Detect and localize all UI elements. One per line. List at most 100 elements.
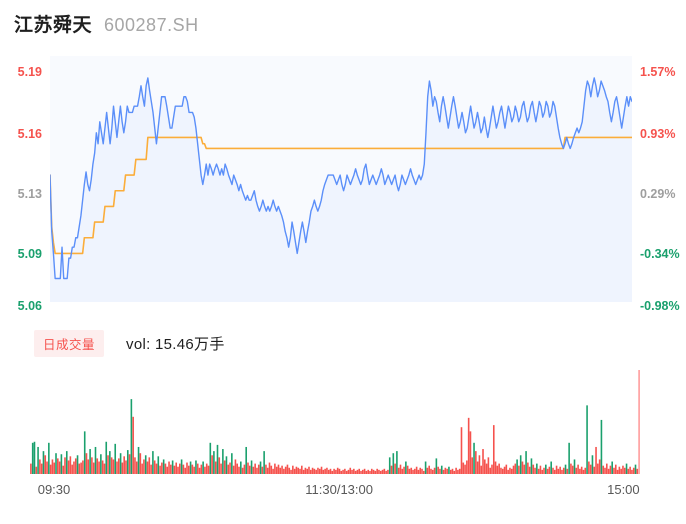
volume-bar <box>333 468 335 474</box>
volume-bar <box>589 464 592 474</box>
volume-bar <box>609 465 612 474</box>
volume-bar <box>545 464 547 474</box>
volume-bar <box>561 469 563 474</box>
volume-bar <box>179 463 181 474</box>
volume-bar <box>620 468 622 474</box>
volume-bar <box>480 465 483 474</box>
volume-bar <box>518 465 520 474</box>
volume-bar <box>539 465 542 474</box>
volume-bar <box>591 455 594 474</box>
volume-bar <box>484 459 486 474</box>
volume-bar <box>442 469 445 474</box>
volume-bar <box>196 463 199 474</box>
volume-bar <box>489 467 491 474</box>
volume-bar <box>175 462 178 474</box>
volume-bar <box>241 467 244 474</box>
volume-bar <box>76 455 79 474</box>
volume-bar <box>387 469 389 474</box>
volume-bar <box>256 467 258 474</box>
volume-bar <box>134 457 136 474</box>
volume-bar <box>523 464 526 474</box>
volume-chart[interactable] <box>0 366 686 478</box>
volume-bar <box>243 464 246 474</box>
volume-bar <box>274 463 276 474</box>
volume-bar <box>462 462 465 474</box>
volume-bar <box>257 464 260 474</box>
volume-bar <box>205 463 208 474</box>
volume-bar <box>207 465 210 474</box>
volume-bar <box>625 463 628 474</box>
volume-bar <box>390 465 393 474</box>
volume-bars-svg <box>30 370 640 474</box>
volume-bar <box>195 460 197 474</box>
volume-bar <box>358 468 361 474</box>
volume-bar <box>290 469 292 474</box>
volume-bar <box>223 460 226 474</box>
volume-bar <box>119 453 122 474</box>
volume-bar <box>363 468 366 474</box>
volume-bar <box>388 457 391 474</box>
volume-bar <box>344 468 346 474</box>
volume-bar <box>378 469 380 474</box>
volume-bar <box>152 451 154 474</box>
volume-bar <box>582 469 585 474</box>
volume-badge[interactable]: 日成交量 <box>34 330 105 357</box>
volume-bar <box>144 455 147 474</box>
volume-bar <box>191 464 194 474</box>
volume-bar <box>383 468 386 474</box>
volume-bar <box>566 468 569 474</box>
volume-bar <box>370 468 373 474</box>
volume-bar <box>525 451 527 474</box>
volume-bar <box>629 466 631 474</box>
volume-bar <box>107 455 109 474</box>
volume-bar <box>266 467 269 474</box>
price-chart[interactable]: 5.19 5.16 5.13 5.09 5.06 1.57% 0.93% 0.29% -0.3… <box>0 48 686 313</box>
price-line-svg <box>50 56 632 302</box>
volume-bar <box>288 467 291 474</box>
price-plot-area[interactable] <box>50 56 632 302</box>
volume-bar <box>482 449 484 474</box>
volume-bar <box>105 441 108 474</box>
volume-bar <box>516 459 518 474</box>
volume-bar <box>414 468 416 474</box>
volume-bar <box>627 468 630 474</box>
volume-bar <box>449 469 452 474</box>
volume-bar <box>505 464 508 474</box>
volume-bar <box>473 442 475 474</box>
volume-bar <box>426 467 429 474</box>
right-axis-label-4: -0.98% <box>640 299 680 313</box>
volume-bar <box>231 453 233 474</box>
volume-bar <box>541 469 544 474</box>
time-axis-tick-2: 15:00 <box>607 482 640 497</box>
volume-bar <box>367 469 369 474</box>
right-axis-label-3: -0.34% <box>640 247 680 261</box>
volume-bar <box>150 464 152 474</box>
volume-bar <box>631 469 633 474</box>
volume-bar <box>491 464 493 474</box>
volume-bar <box>170 464 172 474</box>
volume-bar <box>33 441 36 474</box>
volume-bar <box>80 462 82 474</box>
average-line <box>50 137 632 253</box>
volume-bar <box>64 457 66 474</box>
volume-bar <box>112 459 115 474</box>
volume-bar <box>252 466 255 474</box>
volume-bar <box>279 467 282 474</box>
volume-bar <box>49 464 52 474</box>
volume-bar <box>281 465 283 474</box>
volume-bar <box>514 463 517 474</box>
volume-bar <box>118 458 120 474</box>
right-axis-label-0: 1.57% <box>640 65 676 79</box>
volume-bar <box>301 465 303 474</box>
volume-bar <box>116 461 118 474</box>
volume-bar <box>308 466 310 474</box>
volume-bar <box>51 459 54 474</box>
volume-bar <box>613 467 615 474</box>
volume-bar <box>78 463 81 474</box>
volume-bar <box>397 467 400 474</box>
volume-bar <box>166 466 169 474</box>
volume-bar <box>503 466 506 474</box>
left-axis-label-4: 5.06 <box>17 299 42 313</box>
volume-bar <box>381 469 384 474</box>
volume-bar <box>579 468 581 474</box>
